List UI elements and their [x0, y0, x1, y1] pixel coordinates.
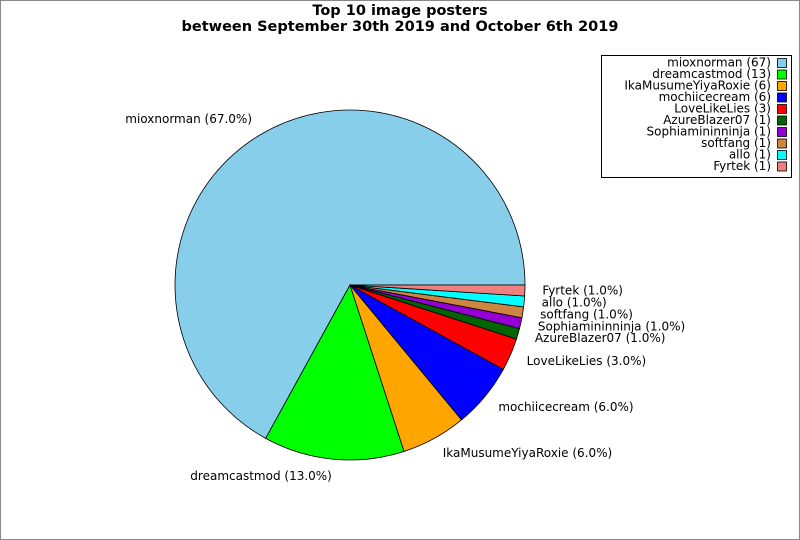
- legend-swatch: [777, 138, 787, 149]
- legend-label: allo (1): [729, 148, 771, 162]
- slice-label: AzureBlazer07 (1.0%): [535, 331, 666, 345]
- pie-slice: [174, 109, 526, 439]
- legend-swatch: [777, 150, 787, 160]
- chart-subtitle: between September 30th 2019 and October …: [182, 19, 619, 35]
- legend-swatch: [777, 161, 787, 172]
- pie-slice: [349, 284, 526, 297]
- slice-label: mioxnorman (67.0%): [125, 112, 252, 126]
- legend-label: IkaMusumeYiyaRoxie (6): [624, 79, 771, 93]
- legend-label: LoveLikeLies (3): [674, 102, 771, 116]
- legend-label: AzureBlazer07 (1): [663, 113, 771, 127]
- legend-label: dreamcastmod (13): [652, 67, 771, 81]
- slice-label: mochiicecream (6.0%): [498, 400, 633, 414]
- legend-swatch: [777, 115, 787, 126]
- slice-label: dreamcastmod (13.0%): [190, 469, 332, 483]
- legend-swatch: [777, 81, 787, 91]
- slice-label: allo (1.0%): [542, 296, 607, 310]
- legend-label: Sophiamininninja (1): [647, 125, 771, 139]
- chart-title: Top 10 image posters: [312, 3, 487, 19]
- slice-label: IkaMusumeYiyaRoxie (6.0%): [443, 446, 612, 460]
- legend-swatch: [777, 127, 787, 137]
- slice-label: softfang (1.0%): [540, 308, 633, 322]
- legend-swatch: [777, 104, 787, 114]
- legend-label: Fyrtek (1): [713, 159, 771, 173]
- legend-label: softfang (1): [701, 136, 771, 150]
- slice-label: Sophiamininninja (1.0%): [538, 319, 685, 333]
- legend-swatch: [777, 58, 787, 68]
- legend-swatch: [777, 92, 787, 103]
- slice-label: LoveLikeLies (3.0%): [527, 354, 647, 368]
- pie-slice: [265, 283, 405, 461]
- slice-label: Fyrtek (1.0%): [542, 284, 623, 298]
- legend-swatch: [777, 69, 787, 80]
- legend-label: mochiicecream (6): [659, 90, 771, 104]
- legend-label: mioxnorman (67): [667, 56, 771, 70]
- legend-box: [601, 55, 792, 178]
